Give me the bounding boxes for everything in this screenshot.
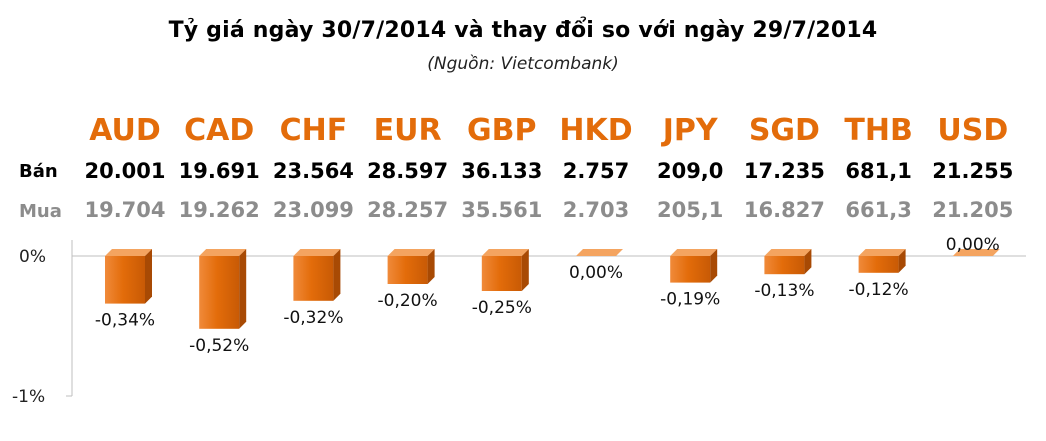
buy-rate: 28.257 (367, 198, 448, 222)
currency-code: JPY (661, 113, 719, 148)
row-label-buy: Mua (19, 201, 62, 222)
bar-top-face (199, 249, 247, 256)
sell-rate: 23.564 (273, 159, 354, 183)
bar (858, 256, 899, 273)
bar-side-face (239, 249, 247, 329)
bar-top-face (858, 249, 906, 256)
data-label: -0,52% (189, 336, 249, 356)
data-label: 0,00% (569, 263, 623, 283)
currency-code: USD (937, 113, 1008, 148)
bar-top-face (387, 249, 435, 256)
sell-rate: 20.001 (84, 159, 165, 183)
sell-rate: 2.757 (563, 159, 629, 183)
currency-code: THB (844, 113, 912, 148)
bar (952, 249, 1000, 256)
bar-side-face (427, 249, 435, 284)
currency-code: CAD (184, 113, 254, 148)
chart-title: Tỷ giá ngày 30/7/2014 và thay đổi so với… (168, 18, 878, 43)
currency-code: GBP (467, 113, 536, 148)
bar-top-face (670, 249, 718, 256)
data-label: -0,25% (472, 298, 532, 318)
bar-top-face (293, 249, 341, 256)
row-label-sell: Bán (19, 161, 58, 182)
bar-top-face (764, 249, 812, 256)
bar-side-face (898, 249, 906, 273)
buy-rate: 23.099 (273, 198, 354, 222)
sell-rate: 209,0 (657, 159, 723, 183)
bar-side-face (521, 249, 529, 291)
bar-top-face (481, 249, 529, 256)
buy-rate: 21.205 (932, 198, 1013, 222)
buy-rate: 19.704 (84, 198, 165, 222)
bar (764, 256, 805, 275)
bar (387, 256, 428, 284)
sell-rate: 21.255 (932, 159, 1013, 183)
bar-side-face (145, 249, 152, 304)
sell-rate: 681,1 (845, 159, 911, 183)
currency-code: HKD (559, 113, 632, 148)
bar-side-face (710, 249, 718, 283)
buy-rate: 205,1 (657, 198, 723, 222)
bar-top-face (105, 249, 152, 256)
sell-rate: 28.597 (367, 159, 448, 183)
y-tick-label: -1% (12, 387, 45, 407)
currency-code: AUD (89, 113, 161, 148)
bar-side-face (333, 249, 341, 301)
buy-rate: 19.262 (179, 198, 260, 222)
data-label: -0,20% (378, 291, 438, 311)
data-label: -0,34% (95, 311, 155, 331)
buy-rate: 16.827 (744, 198, 825, 222)
currency-code: EUR (374, 113, 442, 148)
data-label: -0,32% (283, 308, 343, 328)
buy-rate: 35.561 (461, 198, 542, 222)
data-label: -0,19% (660, 290, 720, 310)
bar (293, 256, 334, 301)
bar (481, 256, 522, 291)
bar (576, 249, 623, 256)
sell-rate: 19.691 (179, 159, 260, 183)
chart-subtitle: (Nguồn: Vietcombank) (427, 54, 619, 74)
data-label: -0,12% (849, 280, 909, 300)
y-tick-label: 0% (19, 247, 46, 267)
bar (670, 256, 711, 283)
sell-rate: 36.133 (461, 159, 542, 183)
data-label: -0,13% (754, 281, 814, 301)
buy-rate: 2.703 (563, 198, 629, 222)
sell-rate: 17.235 (744, 159, 825, 183)
bar (105, 256, 145, 304)
data-label: 0,00% (946, 235, 1000, 255)
currency-code: CHF (280, 113, 348, 148)
buy-rate: 661,3 (845, 198, 911, 222)
currency-code: SGD (749, 113, 820, 148)
bar-side-face (804, 249, 812, 275)
bar (199, 256, 240, 329)
